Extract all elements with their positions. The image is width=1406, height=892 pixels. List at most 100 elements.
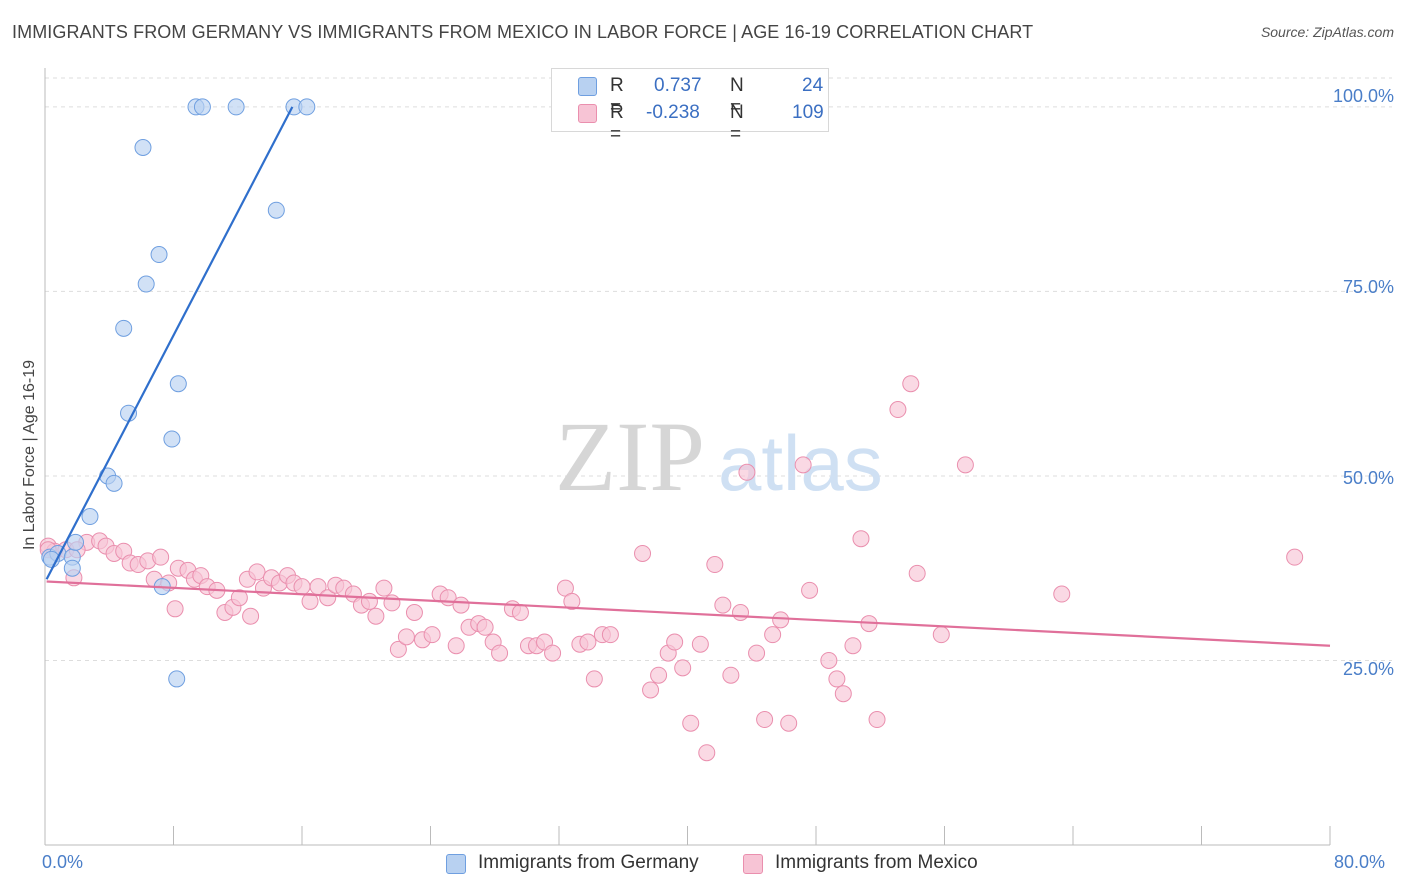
mexico-point: [491, 644, 509, 662]
mexico-point: [642, 681, 660, 699]
mexico-point: [242, 607, 260, 625]
mexico-point: [544, 644, 562, 662]
x-tick-label: 80.0%: [1334, 852, 1386, 872]
mexico-point: [166, 600, 184, 618]
mexico-point: [682, 714, 700, 732]
y-tick-label: 25.0%: [1342, 659, 1394, 679]
trend-lines: [45, 106, 1331, 647]
correlation-legend: R = 0.737 N = 24 R = -0.238 N = 109: [551, 68, 829, 145]
germany-point: [63, 559, 81, 577]
r-value: -0.238: [646, 102, 700, 123]
y-tick-label: 75.0%: [1342, 277, 1394, 297]
r-label: R =: [610, 75, 624, 118]
germany-point: [193, 98, 211, 116]
y-axis-label: In Labor Force | Age 16-19: [21, 359, 38, 551]
mexico-point: [152, 548, 170, 566]
y-tick-label: 100.0%: [1332, 86, 1394, 106]
germany-point: [163, 430, 181, 448]
germany-point: [227, 98, 245, 116]
germany-point: [105, 474, 123, 492]
germany-swatch: [446, 854, 466, 874]
mexico-point: [293, 578, 311, 596]
n-label: N =: [730, 75, 744, 118]
mexico-point: [868, 711, 886, 729]
mexico-point: [889, 401, 907, 419]
mexico-point: [756, 711, 774, 729]
mexico-point: [367, 607, 385, 625]
mexico-point: [563, 592, 581, 610]
mexico-point: [820, 651, 838, 669]
mexico-point: [301, 592, 319, 610]
mexico-point: [360, 592, 378, 610]
watermark: ZIP atlas: [555, 401, 883, 512]
mexico-point: [319, 589, 337, 607]
mexico-point: [1286, 548, 1304, 566]
germany-point: [115, 319, 133, 337]
mexico-point: [732, 604, 750, 621]
mexico-point: [674, 659, 692, 677]
legend-label: Immigrants from Mexico: [775, 852, 978, 873]
germany-point: [150, 246, 168, 264]
germany-point: [137, 275, 155, 293]
mexico-point: [844, 637, 862, 655]
germany-point: [267, 201, 285, 219]
mexico-point: [511, 604, 529, 621]
mexico-point: [405, 604, 423, 621]
mexico-point: [902, 375, 920, 393]
germany-points: [41, 98, 316, 688]
mexico-point: [801, 581, 819, 599]
mexico-point: [447, 637, 465, 655]
germany-point: [169, 375, 187, 393]
mexico-point: [722, 666, 740, 684]
n-label: N =: [730, 102, 744, 145]
mexico-point: [852, 530, 870, 548]
mexico-point: [375, 579, 393, 597]
mexico-point: [764, 626, 782, 644]
mexico-point: [706, 556, 724, 574]
mexico-point: [634, 544, 652, 562]
mexico-point: [397, 628, 415, 646]
mexico-point: [650, 666, 668, 684]
mexico-point: [908, 564, 926, 582]
r-label: R =: [610, 102, 624, 145]
n-value: 24: [802, 75, 824, 96]
germany-swatch: [578, 77, 597, 96]
mexico-point: [1053, 585, 1071, 603]
mexico-point: [834, 685, 852, 703]
legend-label: Immigrants from Germany: [478, 852, 699, 873]
mexico-point: [601, 626, 619, 644]
mexico-point: [691, 635, 709, 653]
r-value: 0.737: [654, 75, 702, 96]
mexico-point: [698, 744, 716, 762]
mexico-point: [794, 456, 812, 474]
mexico-swatch: [743, 854, 763, 874]
germany-point: [67, 533, 85, 551]
y-tick-label: 50.0%: [1342, 468, 1394, 488]
mexico-point: [780, 714, 798, 732]
mexico-point: [423, 626, 441, 644]
germany-point: [81, 508, 99, 526]
mexico-point: [748, 644, 766, 662]
x-tick-label: 0.0%: [42, 852, 84, 872]
mexico-point: [476, 618, 494, 636]
mexico-point: [828, 670, 846, 688]
mexico-point: [772, 611, 790, 629]
mexico-point: [248, 563, 266, 581]
mexico-point: [230, 589, 248, 607]
mexico-point: [738, 463, 756, 481]
germany-point: [134, 139, 152, 156]
mexico-point: [383, 594, 401, 612]
mexico-point: [932, 626, 950, 644]
germany-point: [168, 670, 186, 688]
chart-title: IMMIGRANTS FROM GERMANY VS IMMIGRANTS FR…: [12, 22, 1034, 42]
mexico-point: [956, 456, 974, 474]
mexico-point: [452, 596, 470, 614]
mexico-point: [579, 633, 597, 651]
mexico-point: [585, 670, 603, 688]
mexico-point: [666, 633, 684, 651]
mexico-point: [389, 640, 407, 658]
n-value: 109: [792, 102, 824, 123]
germany-point: [298, 98, 316, 116]
mexico-point: [714, 596, 732, 614]
